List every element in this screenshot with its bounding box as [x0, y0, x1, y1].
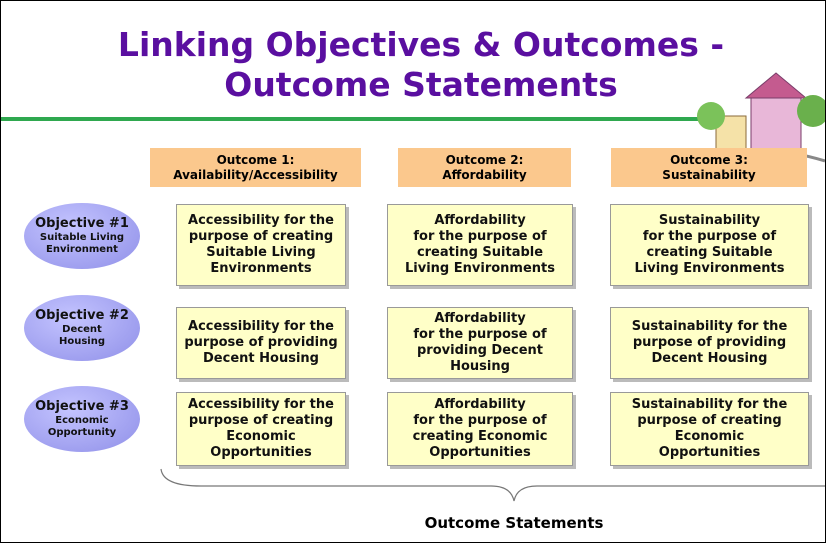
cell-line: Accessibility for the	[188, 319, 334, 334]
cell-line: Opportunities	[429, 445, 531, 460]
outcome-cell: Affordability for the purpose of creating …	[387, 392, 573, 466]
cell-line: creating Suitable	[646, 245, 773, 260]
outcome-header: Outcome 2: Affordability	[398, 148, 571, 187]
cell-line: Living Environments	[405, 261, 555, 276]
cell-line: creating Suitable	[416, 245, 544, 260]
cell-line: creating Economic	[412, 429, 548, 444]
outcome-cell: Accessibility for the purpose of creating…	[176, 204, 346, 286]
objective-sub: Suitable Living	[39, 232, 125, 243]
cell-line: Opportunities	[210, 445, 312, 460]
outcome-cell: Affordability for the purpose of creating …	[387, 204, 573, 286]
outcome-cell: Affordability for the purpose of providing…	[387, 307, 573, 379]
header-line: Outcome 3:	[670, 152, 748, 167]
cell-line: purpose of providing	[632, 335, 787, 350]
cell-line: for the purpose of	[413, 327, 547, 342]
objective-sub: Housing	[58, 336, 105, 347]
objective: Objective #2 Decent Housing	[24, 295, 140, 361]
objective-sub: Economic	[55, 415, 109, 426]
header-line: Outcome 1:	[216, 152, 295, 167]
cell-line: Accessibility for the	[188, 397, 334, 412]
cell-line: Economic	[674, 429, 745, 444]
outcome-cell: Sustainability for the purpose of creatin…	[610, 392, 809, 466]
outcome-cell: Sustainability for the purpose of creating…	[610, 204, 809, 286]
cell-line: Living Environments	[634, 261, 785, 276]
cell-line: for the purpose of	[413, 413, 547, 428]
cell-line: purpose of creating	[188, 229, 334, 244]
objective: Objective #1 Suitable Living Environment	[24, 203, 140, 269]
outcome-cell: Accessibility for the purpose of providin…	[176, 307, 346, 379]
outcome-cell: Sustainability for the purpose of providi…	[610, 307, 809, 379]
outcome-cell: Accessibility for the purpose of creating…	[176, 392, 346, 466]
cell-line: Sustainability for the	[631, 319, 788, 334]
header-line: Sustainability	[662, 167, 756, 182]
clipart	[697, 72, 825, 163]
objective-label: Objective #3	[35, 399, 129, 414]
cell-line: purpose of creating	[188, 413, 334, 428]
objective-sub: Environment	[46, 244, 118, 255]
cell-line: for the purpose of	[642, 229, 777, 244]
cell-line: Housing	[450, 359, 510, 374]
divider	[1, 117, 721, 121]
cell-line: Suitable Living	[206, 245, 316, 260]
objective-sub: Decent	[62, 324, 102, 335]
objective: Objective #3 Economic Opportunity	[24, 386, 140, 452]
title-line: Outcome Statements	[224, 65, 618, 104]
cell-line: Accessibility for the	[188, 213, 334, 228]
cell-line: providing Decent	[416, 343, 544, 358]
title-line: Linking Objectives & Outcomes -	[117, 25, 725, 64]
cell-line: for the purpose of	[413, 229, 547, 244]
cell-line: Environments	[210, 261, 312, 276]
outcome-header: Outcome 1: Availability/Accessibility	[150, 148, 361, 187]
cell-line: Affordability	[434, 311, 526, 326]
header-line: Affordability	[442, 167, 527, 182]
cell-line: Economic	[226, 429, 296, 444]
cell-line: Affordability	[434, 213, 526, 228]
outcome-header: Outcome 3: Sustainability	[611, 148, 807, 187]
cell-line: purpose of providing	[184, 335, 338, 350]
cell-line: Decent Housing	[203, 351, 319, 366]
cell-line: Sustainability for the	[631, 397, 788, 412]
cell-line: Opportunities	[658, 445, 761, 460]
objective-label: Objective #2	[35, 308, 129, 323]
header-line: Outcome 2:	[445, 152, 524, 167]
cell-line: Decent Housing	[651, 351, 768, 366]
cell-line: Sustainability	[658, 213, 761, 228]
cell-line: Affordability	[434, 397, 526, 412]
header-line: Availability/Accessibility	[173, 167, 338, 182]
objective-sub: Opportunity	[47, 427, 117, 438]
footer: Outcome Statements	[424, 514, 604, 532]
brace	[160, 468, 825, 502]
cell-line: purpose of creating	[637, 413, 782, 428]
objective-label: Objective #1	[35, 216, 129, 231]
